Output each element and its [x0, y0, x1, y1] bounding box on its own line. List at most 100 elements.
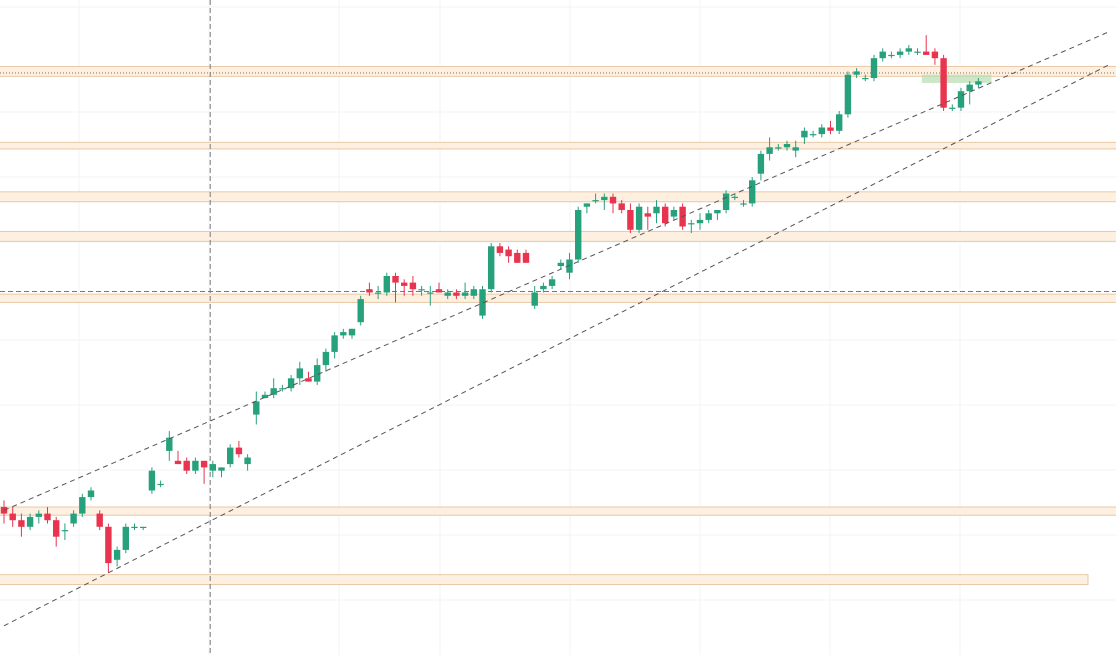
candle-up[interactable]	[287, 375, 295, 392]
candle-up[interactable]	[592, 193, 599, 204]
candle-down[interactable]	[505, 246, 512, 263]
candle-up[interactable]	[348, 328, 356, 339]
candle-up[interactable]	[296, 361, 303, 385]
candle-up[interactable]	[331, 332, 338, 359]
candle-up[interactable]	[479, 285, 486, 319]
candle-up[interactable]	[470, 285, 477, 300]
candle-up[interactable]	[870, 54, 878, 82]
candle-down[interactable]	[618, 200, 625, 214]
candle-down[interactable]	[366, 282, 373, 296]
candle-up[interactable]	[261, 391, 269, 399]
candle-up[interactable]	[757, 150, 765, 181]
candle-up[interactable]	[731, 193, 738, 201]
candle-up[interactable]	[157, 480, 164, 488]
candle-up[interactable]	[383, 272, 390, 296]
candle-up[interactable]	[548, 276, 556, 290]
channel-trend-line[interactable]	[3, 31, 1110, 511]
candle-up[interactable]	[61, 523, 69, 541]
candle-up[interactable]	[949, 104, 956, 111]
candle-up[interactable]	[766, 137, 773, 161]
candle-up[interactable]	[209, 460, 216, 478]
candle-up[interactable]	[888, 51, 895, 59]
candle-up[interactable]	[809, 130, 817, 138]
candle-down[interactable]	[435, 282, 443, 293]
candle-up[interactable]	[270, 378, 277, 399]
price-zone[interactable]	[0, 230, 1116, 242]
candle-up[interactable]	[322, 348, 330, 372]
candle-up[interactable]	[357, 295, 364, 326]
candle-down[interactable]	[940, 54, 947, 111]
candle-up[interactable]	[279, 384, 286, 392]
target-box[interactable]	[921, 74, 992, 83]
candle-up[interactable]	[635, 203, 643, 234]
candle-up[interactable]	[862, 74, 869, 82]
candle-up[interactable]	[740, 200, 747, 207]
candle-up[interactable]	[836, 111, 843, 135]
candle-down[interactable]	[409, 276, 417, 296]
candle-down[interactable]	[627, 203, 634, 234]
price-zone[interactable]	[0, 574, 1089, 586]
candle-up[interactable]	[722, 190, 730, 214]
candle-up[interactable]	[540, 282, 547, 293]
candle-up[interactable]	[340, 328, 347, 339]
candle-up[interactable]	[374, 285, 382, 300]
candle-down[interactable]	[9, 507, 16, 527]
candle-up[interactable]	[87, 487, 95, 501]
candle-up[interactable]	[749, 177, 756, 207]
candle-down[interactable]	[200, 460, 208, 484]
candle-up[interactable]	[583, 203, 591, 214]
candle-up[interactable]	[244, 454, 251, 471]
candle-up[interactable]	[253, 391, 260, 425]
candle-up[interactable]	[218, 467, 225, 478]
candle-up[interactable]	[714, 210, 721, 220]
candle-up[interactable]	[966, 81, 973, 105]
candle-down[interactable]	[174, 450, 182, 465]
candle-up[interactable]	[35, 510, 42, 524]
candle-down[interactable]	[18, 513, 25, 537]
price-zone[interactable]	[0, 65, 1116, 77]
candle-up[interactable]	[818, 124, 825, 138]
candle-up[interactable]	[566, 252, 573, 280]
candle-down[interactable]	[522, 249, 530, 263]
candle-up[interactable]	[314, 358, 321, 385]
candle-up[interactable]	[531, 285, 538, 309]
candle-down[interactable]	[105, 523, 112, 574]
candle-up[interactable]	[801, 127, 808, 145]
candle-down[interactable]	[401, 279, 408, 296]
candle-up[interactable]	[122, 523, 129, 554]
candle-up[interactable]	[427, 285, 434, 306]
price-zone[interactable]	[0, 141, 1116, 150]
candle-up[interactable]	[688, 219, 695, 234]
candle-up[interactable]	[705, 210, 712, 224]
candle-up[interactable]	[783, 140, 791, 151]
candle-up[interactable]	[775, 144, 782, 151]
candle-up[interactable]	[914, 48, 921, 55]
candle-down[interactable]	[923, 35, 930, 55]
candle-down[interactable]	[96, 510, 103, 531]
candle-down[interactable]	[44, 507, 51, 524]
candle-down[interactable]	[53, 516, 60, 547]
candle-down[interactable]	[305, 371, 312, 382]
candle-down[interactable]	[662, 203, 669, 227]
candle-up[interactable]	[70, 510, 77, 527]
candle-up[interactable]	[792, 140, 799, 158]
candle-up[interactable]	[166, 431, 173, 461]
candle-up[interactable]	[557, 259, 564, 270]
candle-up[interactable]	[653, 200, 660, 224]
price-zone[interactable]	[0, 293, 1116, 303]
candle-up[interactable]	[575, 206, 582, 263]
candle-up[interactable]	[192, 457, 199, 475]
candle-down[interactable]	[0, 500, 8, 524]
candle-up[interactable]	[444, 289, 451, 300]
candle-up[interactable]	[461, 282, 469, 300]
candle-down[interactable]	[453, 289, 460, 300]
candle-down[interactable]	[827, 120, 834, 135]
candle-up[interactable]	[853, 68, 860, 78]
candle-up[interactable]	[140, 526, 147, 531]
price-zone[interactable]	[0, 191, 1116, 203]
candle-up[interactable]	[601, 193, 608, 211]
candle-down[interactable]	[931, 48, 939, 65]
candle-up[interactable]	[131, 523, 138, 531]
candle-up[interactable]	[957, 87, 965, 111]
